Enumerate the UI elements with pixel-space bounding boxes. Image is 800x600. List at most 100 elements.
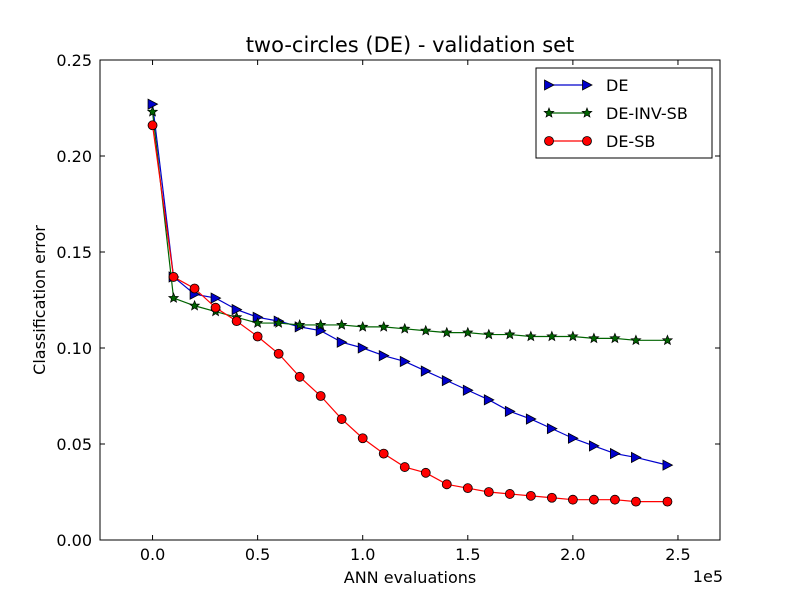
data-point [189,283,200,294]
data-point [504,405,516,418]
data-point [546,422,558,435]
data-point [483,394,495,406]
legend-marker [581,107,593,118]
series-de [147,98,674,471]
data-point [146,105,159,117]
data-point [504,328,516,340]
data-point [420,324,432,336]
data-point [399,322,411,334]
data-point [420,467,431,478]
data-point [272,317,285,328]
data-point [252,331,263,342]
legend-entry: DE-SB [544,132,655,151]
data-point [251,317,264,328]
data-point [504,489,515,499]
data-point [315,319,327,330]
data-point [420,365,432,377]
chart-title: two-circles (DE) - validation set [246,33,575,57]
data-point [273,348,284,359]
data-point [525,490,536,501]
data-point [188,299,201,311]
legend-label: DE-INV-SB [606,104,688,123]
data-point [567,330,579,342]
data-point [315,391,326,401]
data-point [357,433,368,444]
y-tick-label: 0.10 [56,339,92,358]
data-point [483,487,494,497]
legend-entry: DE-INV-SB [543,104,688,123]
legend-label: DE [606,76,628,95]
y-tick-label: 0.15 [56,243,92,262]
y-tick-label: 0.20 [56,147,92,166]
data-point [357,342,369,354]
data-point [546,330,558,342]
legend-marker [543,107,555,118]
legend-marker [582,136,592,146]
x-tick-label: 0.5 [245,545,270,564]
y-axis-label: Classification error [30,225,49,375]
data-point [609,332,621,344]
data-point [294,371,305,382]
data-point [630,334,642,346]
data-point [336,319,348,330]
data-point [462,483,473,494]
data-point [147,120,158,131]
data-point [610,494,620,505]
legend-entry: DE [544,76,628,95]
y-tick-label: 0.05 [56,435,92,454]
data-point [168,272,179,282]
x-tick-label: 2.0 [560,545,585,564]
legend: DE DE-INV-SB DE-SB [535,67,713,159]
data-point [631,496,641,507]
data-point [399,462,410,472]
data-point [378,448,389,459]
data-point [231,316,242,327]
data-point [588,494,599,505]
x-tick-label: 1.5 [455,545,480,564]
series-de-sb [147,120,673,507]
y-tick-label: 0.00 [56,531,92,550]
data-point [662,496,673,507]
data-point [588,440,600,452]
plot-frame [99,59,721,541]
legend-label: DE-SB [606,132,655,151]
x-axis-label: ANN evaluations [344,568,476,587]
data-point [567,494,578,505]
x-tick-label: 1.0 [350,545,375,564]
data-point [462,384,474,396]
data-point [210,292,222,304]
data-point [378,320,390,332]
data-point [399,355,411,368]
data-point [525,330,537,342]
data-point [441,479,452,490]
data-point [378,350,390,362]
data-point [588,332,600,344]
data-point [567,432,579,444]
data-point [441,374,453,387]
data-point [336,336,348,348]
data-point [357,320,369,332]
y-tick-label: 0.25 [56,51,92,70]
data-point [167,292,180,303]
data-point [661,334,674,346]
axes-ticks: 0.0 0.5 1.0 1.5 2.0 2.5 0.00 0.05 0.10 0.15 0.20 0.… [56,51,720,564]
legend-marker [544,136,554,146]
data-point [294,319,306,330]
data-point [441,326,453,338]
legend-marker [544,79,555,91]
data-point [525,413,537,425]
x-tick-label: 2.5 [665,545,690,564]
x-offset-label: 1e5 [693,567,723,586]
data-point [483,328,495,340]
data-point [610,447,621,460]
legend-marker [582,79,593,91]
data-point [336,414,347,424]
x-tick-label: 0.0 [140,545,165,564]
data-point [546,492,557,503]
plot-area [146,98,674,507]
data-point [210,302,221,313]
data-point [631,451,642,464]
data-point [662,459,674,471]
data-point [462,326,474,338]
